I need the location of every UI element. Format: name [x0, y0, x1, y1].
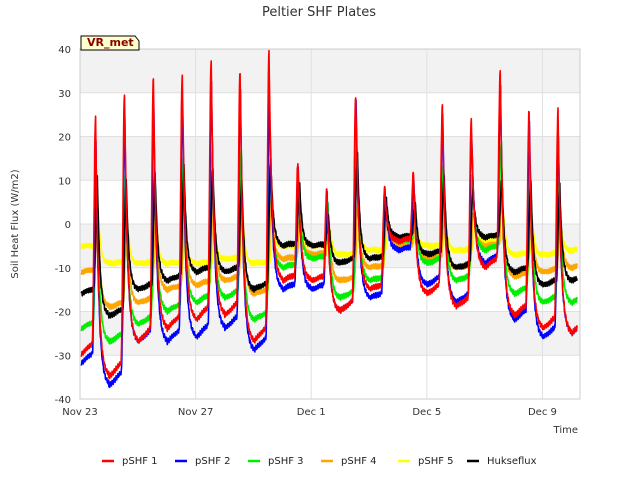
y-tick-label: -30 [55, 351, 71, 362]
y-tick-label: 30 [58, 89, 71, 100]
station-badge: VR_met [80, 35, 140, 51]
x-tick-label: Dec 1 [297, 407, 326, 418]
legend-label: pSHF 1 [122, 456, 158, 467]
x-axis-ticks: Nov 23 Nov 27 Dec 1 Dec 5 Dec 9 [62, 407, 557, 418]
x-tick-label: Dec 9 [528, 407, 557, 418]
y-axis-title: Soil Heat Flux (W/m2) [10, 169, 21, 278]
x-tick-label: Dec 5 [412, 407, 441, 418]
plot-bands [80, 49, 580, 356]
plot-band [80, 311, 580, 356]
y-axis-ticks: -40 -30 -20 -10 0 10 20 30 40 [55, 45, 71, 406]
y-tick-label: 20 [58, 133, 71, 144]
series-line-hukseflux [80, 151, 578, 319]
legend: pSHF 1 pSHF 2 pSHF 3 pSHF 4 pSHF 5 Hukseflux [102, 456, 537, 467]
y-tick-label: -10 [55, 264, 71, 275]
plot-band [80, 49, 580, 93]
legend-label: pSHF 4 [341, 456, 377, 467]
y-tick-label: -20 [55, 308, 71, 319]
legend-label: pSHF 3 [268, 456, 304, 467]
plot-band [80, 136, 580, 181]
y-tick-label: 40 [58, 45, 71, 56]
legend-label: pSHF 5 [418, 456, 454, 467]
x-tick-label: Nov 23 [62, 407, 97, 418]
chart-title: Peltier SHF Plates [262, 5, 376, 20]
y-tick-label: -40 [55, 395, 71, 406]
legend-label: Hukseflux [487, 456, 537, 467]
legend-label: pSHF 2 [195, 456, 231, 467]
x-axis-title: Time [553, 425, 578, 436]
badge-box [80, 35, 140, 51]
series-line-pshf-1 [80, 49, 578, 380]
badge-label: VR_met [87, 36, 134, 49]
y-tick-label: 10 [58, 176, 71, 187]
series-layer [80, 49, 578, 389]
x-tick-label: Nov 27 [178, 407, 213, 418]
y-tick-label: 0 [65, 220, 71, 231]
plot-frame [79, 48, 581, 400]
